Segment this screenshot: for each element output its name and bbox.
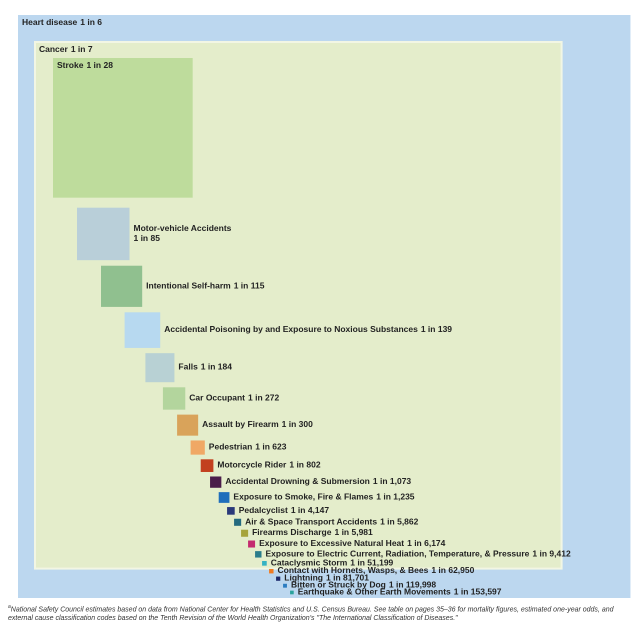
odds-square [200,459,214,472]
item-name: Bitten or Struck by Dog [291,580,386,590]
item-name: Heart disease [22,17,78,27]
item-label: Contact with Hornets, Wasps, & Bees 1 in … [278,565,475,575]
item-odds: 1 in 28 [86,60,113,70]
item-odds: 1 in 1,235 [376,492,415,502]
item-odds: 1 in 115 [234,281,265,291]
item-label: Stroke 1 in 28 [57,60,113,70]
item-odds: 1 in 184 [201,362,232,372]
odds-square [101,265,143,307]
item-label: Accidental Poisoning by and Exposure to … [164,324,452,334]
odds-square [255,551,262,558]
item-label: Heart disease 1 in 6 [22,17,102,27]
item-name: Lightning [284,573,323,583]
item-label: Exposure to Electric Current, Radiation,… [266,549,571,559]
odds-square [77,207,130,261]
footnote-text: National Safety Council estimates based … [8,606,614,623]
item-odds: 1 in 85 [133,233,160,243]
odds-square [177,414,199,436]
item-label: Pedalcyclist 1 in 4,147 [239,505,330,515]
item-odds: 1 in 153,597 [454,587,502,597]
item-label: Motor-vehicle Accidents 1 in 85 [133,223,231,243]
odds-square [276,576,281,581]
item-odds: 1 in 1,073 [373,476,412,486]
item-name: Exposure to Smoke, Fire & Flames [233,492,373,502]
item-name: Assault by Firearm [202,419,279,429]
item-label: Intentional Self-harm 1 in 115 [146,281,265,291]
odds-square [210,476,222,488]
item-name: Pedalcyclist [239,505,288,515]
odds-square [162,387,186,410]
item-label: Earthquake & Other Earth Movements 1 in 1… [298,587,502,597]
item-odds: 1 in 139 [421,324,452,334]
item-name: Accidental Poisoning by and Exposure to … [164,324,418,334]
item-name: Air & Space Transport Accidents [245,517,377,527]
odds-square [262,561,267,566]
item-odds: 1 in 81,701 [326,573,369,583]
item-label: Motorcycle Rider 1 in 802 [217,460,320,470]
item-label: Bitten or Struck by Dog 1 in 119,998 [291,580,436,590]
item-odds: 1 in 623 [255,442,286,452]
item-odds: 1 in 272 [248,393,279,403]
item-name: Exposure to Excessive Natural Heat [259,538,404,548]
item-odds: 1 in 62,950 [431,565,474,575]
item-odds: 1 in 4,147 [291,505,330,515]
item-name: Exposure to Electric Current, Radiation,… [266,549,530,559]
item-label: Car Occupant 1 in 272 [189,393,279,403]
item-name: Firearms Discharge [252,527,332,537]
odds-square [283,583,287,588]
item-odds: 1 in 5,862 [380,517,419,527]
odds-square [241,529,249,537]
item-name: Cataclysmic Storm [271,558,348,568]
odds-square [234,518,242,526]
item-odds: 1 in 119,998 [389,580,437,590]
odds-square [53,58,193,198]
odds-square [269,568,274,574]
item-name: Car Occupant [189,393,245,403]
item-odds: 1 in 300 [282,419,313,429]
odds-square [145,353,175,383]
item-label: Pedestrian 1 in 623 [209,442,287,452]
odds-square [290,590,294,595]
item-name: Cancer [39,44,69,54]
odds-square [248,540,256,548]
item-name: Falls [178,362,198,372]
item-odds: 1 in 802 [289,460,320,470]
item-name: Intentional Self-harm [146,281,231,291]
footnote: aNational Safety Council estimates based… [8,603,620,623]
item-name: Accidental Drowning & Submersion [225,476,370,486]
item-odds: 1 in 6,174 [407,538,446,548]
item-label: Accidental Drowning & Submersion 1 in 1,0… [225,476,411,486]
item-label: Falls 1 in 184 [178,362,232,372]
item-label: Cataclysmic Storm 1 in 51,199 [271,558,394,568]
item-name: Earthquake & Other Earth Movements [298,587,451,597]
item-name: Motor-vehicle Accidents [133,223,231,233]
item-odds: 1 in 7 [71,44,93,54]
odds-square [124,312,161,348]
item-name: Motorcycle Rider [217,460,287,470]
item-odds: 1 in 6 [80,17,102,27]
item-odds: 1 in 51,199 [350,558,393,568]
item-label: Assault by Firearm 1 in 300 [202,419,313,429]
odds-square [227,507,235,515]
item-name: Contact with Hornets, Wasps, & Bees [278,565,429,575]
odds-square [190,440,205,455]
item-label: Cancer 1 in 7 [39,44,93,54]
item-odds: 1 in 5,981 [334,527,373,537]
item-label: Exposure to Smoke, Fire & Flames 1 in 1,2… [233,492,414,502]
item-label: Lightning 1 in 81,701 [284,573,369,583]
footnote-marker: a [8,604,11,610]
item-label: Firearms Discharge 1 in 5,981 [252,527,373,537]
item-name: Pedestrian [209,442,252,452]
item-name: Stroke [57,60,84,70]
item-label: Exposure to Excessive Natural Heat 1 in 6… [259,538,446,548]
item-odds: 1 in 9,412 [532,549,571,559]
item-label: Air & Space Transport Accidents 1 in 5,86… [245,517,419,527]
odds-square [218,492,230,503]
